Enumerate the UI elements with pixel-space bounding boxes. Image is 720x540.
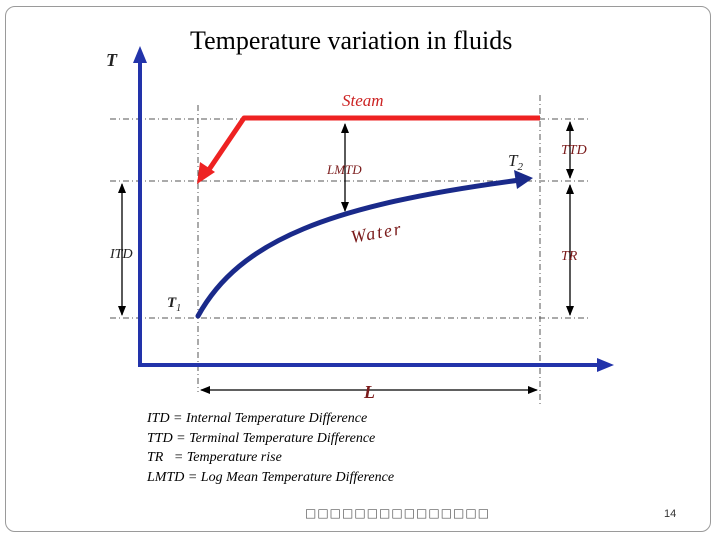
y-axis-label: T xyxy=(106,50,118,70)
t1-subscript: 1 xyxy=(176,303,181,314)
y-axis-arrowhead xyxy=(133,46,147,63)
steam-arrowhead xyxy=(197,162,215,184)
t2-main: T xyxy=(508,151,519,170)
legend-ttd: TTD = Terminal Temperature Difference xyxy=(147,430,376,446)
x-axis-label: L xyxy=(363,382,375,402)
axes xyxy=(133,46,614,372)
t1-label: T1 xyxy=(167,295,181,314)
lmtd-label: LMTD xyxy=(326,162,362,177)
steam-line xyxy=(197,115,540,184)
legend-itd: ITD = Internal Temperature Difference xyxy=(147,411,368,426)
water-arrowhead xyxy=(514,170,533,189)
t2-subscript: 2 xyxy=(517,161,523,173)
slide-title: Temperature variation in fluids xyxy=(190,26,513,55)
page-number: 14 xyxy=(664,508,677,520)
slide-footer: □□□□□□□□□□□□□□□ xyxy=(305,506,491,520)
t1-main: T xyxy=(167,295,177,311)
water-label: Water xyxy=(349,218,404,247)
water-curve xyxy=(195,170,533,319)
ttd-label: TTD xyxy=(561,143,587,158)
tr-label: TR xyxy=(561,249,578,264)
abbreviation-legend: ITD = Internal Temperature Difference TT… xyxy=(147,409,394,487)
legend-lmtd: LMTD = Log Mean Temperature Difference xyxy=(147,469,395,485)
dashed-guides xyxy=(110,95,588,404)
x-axis-arrowhead xyxy=(597,358,614,372)
itd-label: ITD xyxy=(109,247,133,262)
t2-label: T2 xyxy=(508,151,523,173)
steam-label: Steam xyxy=(342,91,384,110)
legend-tr: TR = Temperature rise xyxy=(147,450,282,465)
